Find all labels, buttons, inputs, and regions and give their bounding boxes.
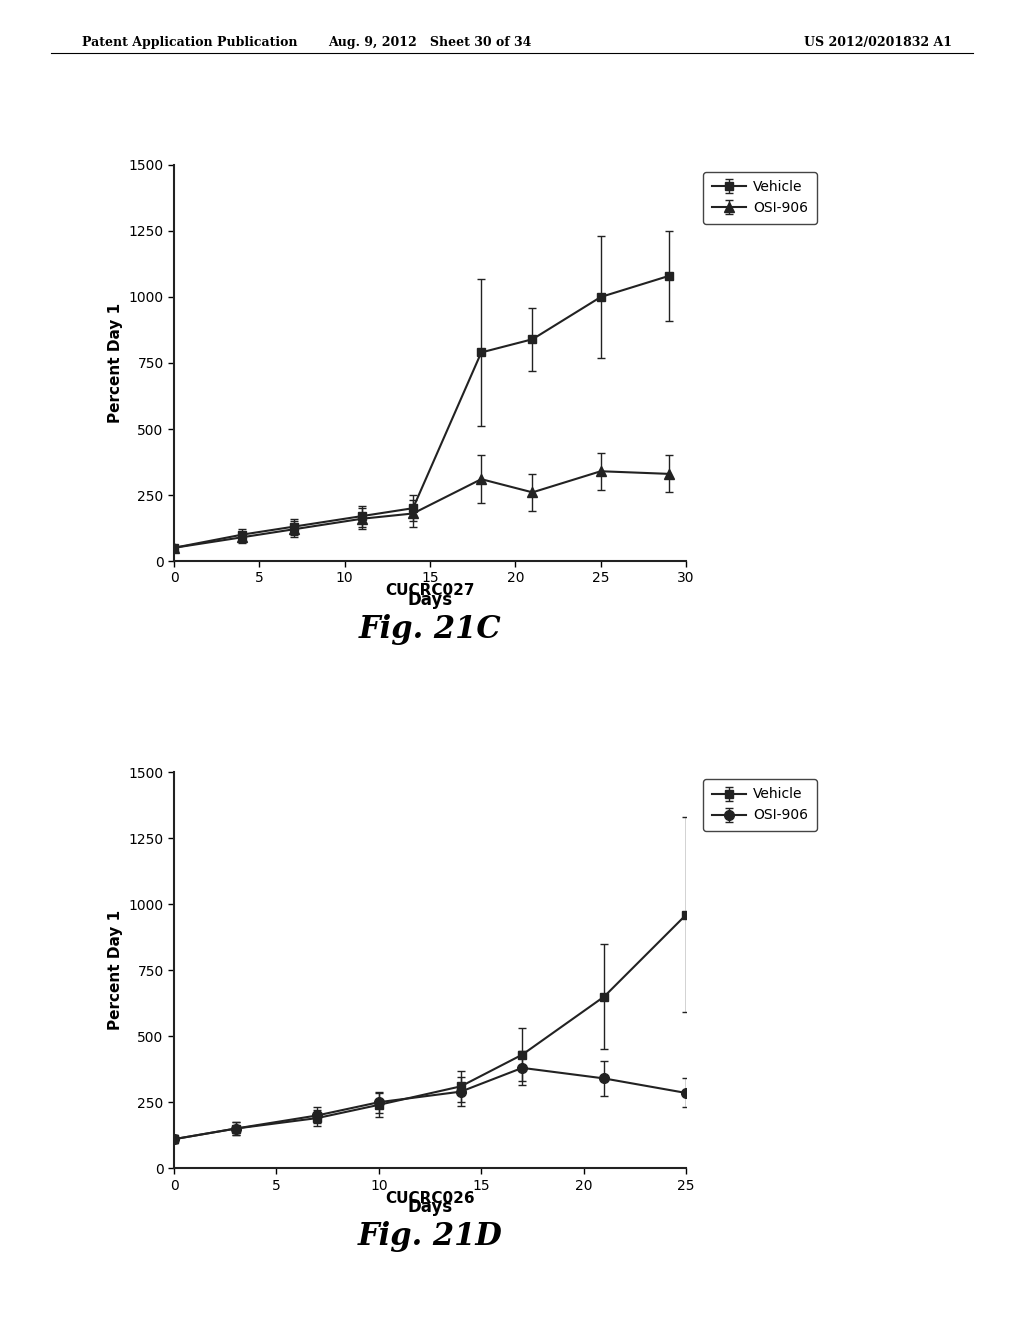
Text: CUCRC027: CUCRC027	[385, 583, 475, 598]
Y-axis label: Percent Day 1: Percent Day 1	[108, 909, 123, 1031]
Text: US 2012/0201832 A1: US 2012/0201832 A1	[804, 36, 952, 49]
Legend: Vehicle, OSI-906: Vehicle, OSI-906	[703, 172, 816, 223]
Text: Fig. 21C: Fig. 21C	[358, 614, 502, 644]
Text: Aug. 9, 2012   Sheet 30 of 34: Aug. 9, 2012 Sheet 30 of 34	[329, 36, 531, 49]
Text: CUCRC026: CUCRC026	[385, 1191, 475, 1205]
Text: Patent Application Publication: Patent Application Publication	[82, 36, 297, 49]
Legend: Vehicle, OSI-906: Vehicle, OSI-906	[703, 779, 816, 830]
X-axis label: Days: Days	[408, 1199, 453, 1216]
Y-axis label: Percent Day 1: Percent Day 1	[108, 302, 123, 424]
X-axis label: Days: Days	[408, 591, 453, 609]
Text: Fig. 21D: Fig. 21D	[357, 1221, 503, 1251]
